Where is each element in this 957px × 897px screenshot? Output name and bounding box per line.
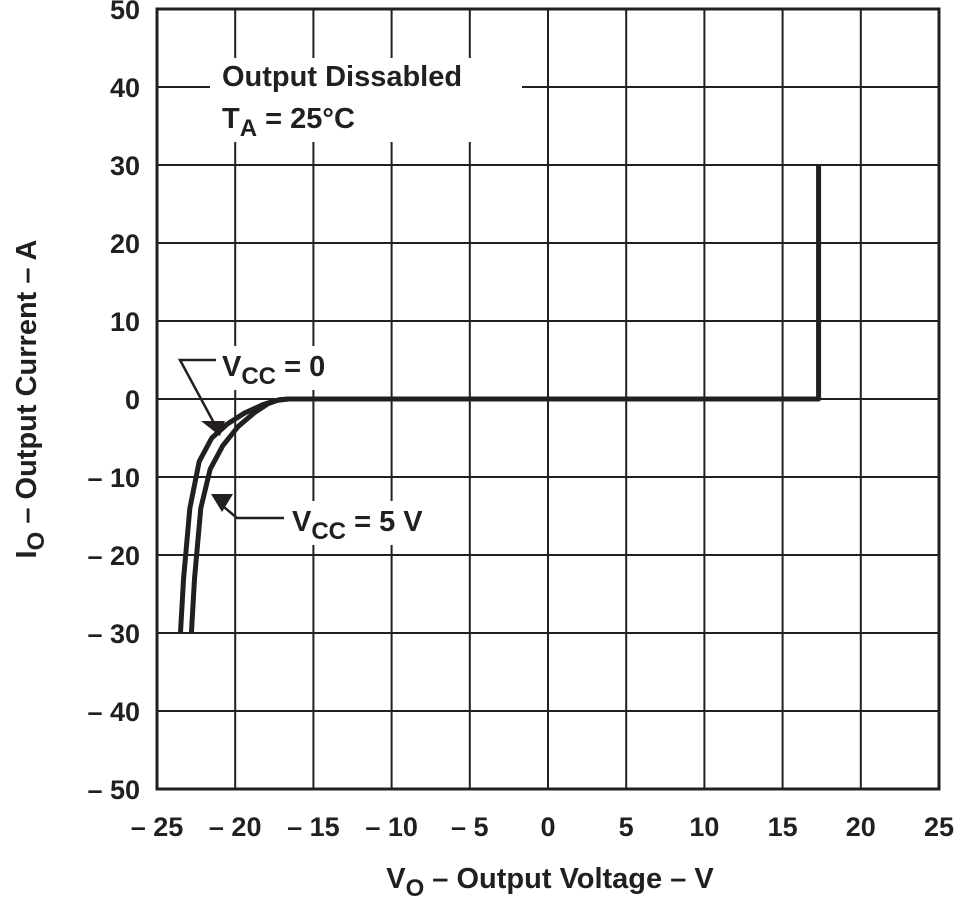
y-tick-label: – 20 bbox=[87, 541, 140, 571]
series-label-vcc5-sub: CC bbox=[311, 518, 346, 545]
x-tick-label: 15 bbox=[768, 812, 798, 842]
y-tick-label: 50 bbox=[110, 0, 140, 25]
x-tick-label: 20 bbox=[846, 812, 876, 842]
series-line-0 bbox=[177, 165, 822, 634]
leader-vcc5 bbox=[217, 501, 284, 520]
annotation-output-disabled: Output Dissabled bbox=[222, 61, 462, 93]
x-axis-title-main: V bbox=[386, 863, 406, 895]
y-axis-title-rest: – Output Current – A bbox=[11, 240, 43, 532]
series-label-vcc0: VCC = 0 bbox=[222, 351, 325, 390]
series-label-vcc5: VCC = 5 V bbox=[292, 506, 423, 545]
annotation-t-sub: A bbox=[240, 115, 257, 142]
y-tick-label: 0 bbox=[125, 385, 140, 415]
plot-frame bbox=[155, 7, 941, 791]
y-tick-labels: 50 40 30 20 10 0 – 10 – 20 – 30 – 40 – 50 bbox=[87, 0, 140, 805]
x-tick-labels: – 25 – 20 – 15 – 10 – 5 0 5 10 15 20 25 bbox=[131, 812, 954, 842]
x-axis-title-sub: O bbox=[406, 875, 425, 897]
annotation-background bbox=[210, 58, 522, 142]
series-label-vcc0-main: V bbox=[222, 351, 242, 383]
x-tick-label: 5 bbox=[619, 812, 634, 842]
x-tick-label: 0 bbox=[540, 812, 555, 842]
x-axis-title-rest: – Output Voltage – V bbox=[424, 863, 714, 895]
y-tick-label: 20 bbox=[110, 229, 140, 259]
annotation-t-main: T bbox=[222, 103, 240, 135]
y-tick-label: 10 bbox=[110, 307, 140, 337]
x-tick-label: – 15 bbox=[287, 812, 340, 842]
y-tick-label: – 50 bbox=[87, 775, 140, 805]
x-axis-title: VO – Output Voltage – V bbox=[386, 863, 714, 897]
x-tick-label: 10 bbox=[689, 812, 719, 842]
x-tick-label: – 10 bbox=[365, 812, 418, 842]
y-tick-label: – 30 bbox=[87, 619, 140, 649]
series-label-vcc0-sub: CC bbox=[241, 363, 276, 390]
y-axis-title: IO – Output Current – A bbox=[11, 240, 50, 559]
annotation-temperature: TA = 25°C bbox=[222, 103, 355, 142]
y-tick-label: 30 bbox=[110, 151, 140, 181]
x-tick-label: – 5 bbox=[451, 812, 489, 842]
label-leaders bbox=[177, 358, 284, 520]
annotation-t-rest: = 25°C bbox=[257, 103, 355, 135]
series-label-vcc5-rest: = 5 V bbox=[346, 506, 423, 538]
arrow-vcc0 bbox=[201, 421, 225, 436]
arrow-vcc5 bbox=[211, 494, 233, 512]
leader-vcc0 bbox=[177, 358, 216, 424]
series-label-vcc0-rest: = 0 bbox=[276, 351, 325, 383]
series-label-vcc0-background bbox=[216, 346, 360, 390]
series-label-vcc5-background bbox=[284, 501, 450, 545]
x-tick-label: 25 bbox=[924, 812, 954, 842]
y-tick-label: – 10 bbox=[87, 463, 140, 493]
y-tick-label: 40 bbox=[110, 73, 140, 103]
curves bbox=[177, 165, 822, 634]
y-tick-label: – 40 bbox=[87, 697, 140, 727]
series-line-1 bbox=[188, 396, 289, 634]
y-axis-title-main: I bbox=[11, 550, 43, 558]
x-tick-label: – 20 bbox=[209, 812, 262, 842]
y-axis-title-sub: O bbox=[23, 532, 50, 551]
x-tick-label: – 25 bbox=[131, 812, 184, 842]
series-label-vcc5-main: V bbox=[292, 506, 312, 538]
